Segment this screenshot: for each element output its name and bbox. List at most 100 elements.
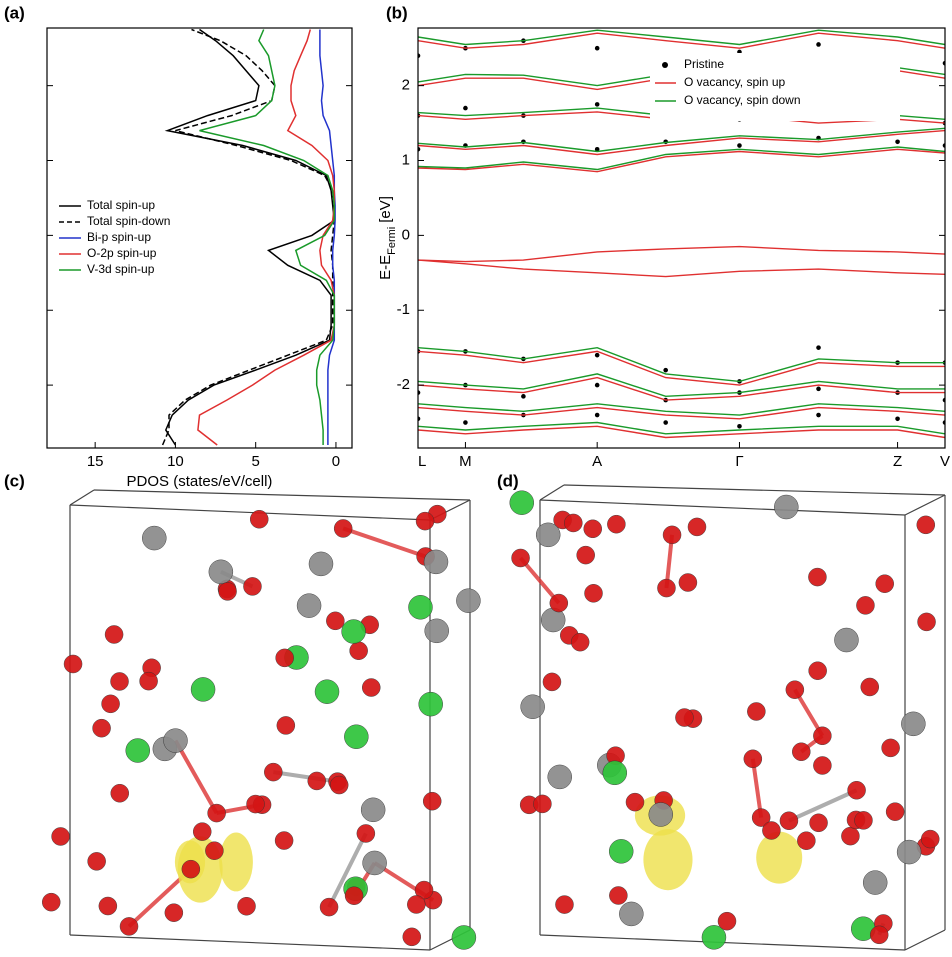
pristine-point	[595, 46, 600, 51]
atom	[408, 595, 432, 619]
atom	[361, 798, 385, 822]
bond	[343, 528, 425, 556]
bond	[273, 772, 337, 782]
pristine-point	[895, 139, 900, 144]
atom	[813, 727, 831, 745]
atom	[809, 662, 827, 680]
panel-label: (c)	[4, 471, 25, 490]
x-tick-label: 10	[167, 453, 184, 470]
panel-label: (b)	[386, 3, 408, 22]
atom	[536, 523, 560, 547]
pristine-point	[595, 413, 600, 418]
atom	[886, 803, 904, 821]
atom	[88, 852, 106, 870]
atom	[786, 681, 804, 699]
atom	[334, 519, 352, 537]
atom	[407, 895, 425, 913]
cell-edge	[564, 485, 945, 495]
band-line	[418, 128, 945, 151]
band-line	[418, 247, 945, 262]
crystal-structures	[42, 485, 945, 950]
atom	[675, 709, 693, 727]
atom	[870, 926, 888, 944]
atom	[93, 719, 111, 737]
atom	[848, 781, 866, 799]
pdos-line	[166, 30, 334, 446]
atom	[619, 902, 643, 926]
panel-label: (a)	[4, 3, 25, 22]
atom	[917, 516, 935, 534]
legend-label: O-2p spin-up	[87, 246, 157, 260]
y-tick-label: 1	[402, 151, 410, 168]
pristine-point	[737, 143, 742, 148]
atom	[876, 575, 894, 593]
atom	[403, 928, 421, 946]
band-line	[418, 351, 945, 385]
atom	[219, 582, 237, 600]
atom	[456, 589, 480, 613]
atom	[309, 552, 333, 576]
atom	[609, 886, 627, 904]
atom	[243, 577, 261, 595]
atom	[780, 812, 798, 830]
pristine-point	[463, 106, 468, 111]
atom	[808, 568, 826, 586]
bond	[176, 741, 217, 813]
atom	[357, 824, 375, 842]
pristine-point	[816, 42, 821, 47]
atom	[609, 839, 633, 863]
x-tick-label: Z	[893, 453, 902, 470]
atom	[797, 832, 815, 850]
x-tick-label: M	[459, 453, 472, 470]
legend-label: Bi-p spin-up	[87, 230, 151, 244]
pristine-point	[595, 353, 600, 358]
atom	[126, 739, 150, 763]
pristine-point	[816, 345, 821, 350]
atom	[193, 823, 211, 841]
atom	[425, 619, 449, 643]
atom	[140, 672, 158, 690]
atom	[315, 680, 339, 704]
cell-edge	[540, 485, 564, 500]
pristine-point	[595, 102, 600, 107]
atom	[550, 594, 568, 612]
atom	[326, 612, 344, 630]
pristine-point	[463, 420, 468, 425]
y-tick-label: -1	[397, 301, 410, 318]
atom	[792, 743, 810, 761]
atom	[543, 673, 561, 691]
atom	[99, 897, 117, 915]
atom	[533, 795, 551, 813]
atom	[111, 672, 129, 690]
atom	[510, 491, 534, 515]
atom	[238, 897, 256, 915]
atom	[774, 495, 798, 519]
pristine-point	[816, 413, 821, 418]
atom	[208, 804, 226, 822]
atom	[342, 620, 366, 644]
legend-label: Total spin-down	[87, 214, 170, 228]
atom	[182, 860, 200, 878]
atom	[663, 526, 681, 544]
atom	[209, 560, 233, 584]
atom	[657, 579, 675, 597]
atom	[320, 898, 338, 916]
atom	[330, 776, 348, 794]
x-tick-label: V	[940, 453, 950, 470]
atom	[626, 793, 644, 811]
y-tick-label: -2	[397, 376, 410, 393]
atom	[901, 712, 925, 736]
x-tick-label: 0	[332, 453, 340, 470]
y-tick-label: 2	[402, 77, 410, 94]
y-axis-label: E-EFermi[eV]	[377, 196, 398, 280]
band-line	[418, 378, 945, 401]
band-line	[418, 131, 945, 155]
atom	[345, 887, 363, 905]
cell-edge	[70, 935, 430, 950]
isosurface	[756, 832, 802, 884]
cell-edge	[70, 490, 94, 505]
atom	[521, 695, 545, 719]
x-tick-label: A	[592, 453, 602, 470]
atom	[52, 827, 70, 845]
legend-label: O vacancy, spin down	[684, 93, 801, 107]
